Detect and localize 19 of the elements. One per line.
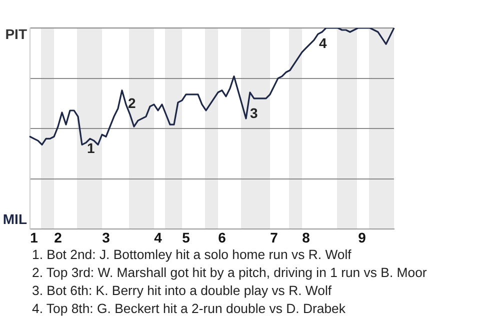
x-tick-label: 1 [30, 229, 38, 246]
text: 1. Bot 2nd: J. Bottomley hit a solo home run vs R. Wolf [32, 246, 352, 264]
x-tick-label: 8 [302, 229, 310, 246]
x-tick-label: 2 [54, 229, 62, 246]
text: PIT [5, 26, 28, 42]
text: 3. Bot 6th: K. Berry hit into a double play vs R. Wolf [32, 282, 333, 300]
annotation: 4 [319, 34, 327, 51]
x-tick-label: 6 [218, 229, 226, 246]
x-tick-label: 5 [182, 229, 190, 246]
x-tick-label: 9 [358, 229, 366, 246]
annotation: 3 [250, 104, 258, 121]
text: MIL [2, 211, 28, 228]
text: 4. Top 8th: G. Beckert hit a 2-run double vs D. Drabek [32, 300, 346, 318]
annotation: 1 [87, 140, 95, 156]
x-tick-label: 7 [270, 229, 278, 246]
x-tick-label: 3 [102, 229, 110, 246]
x-tick-label: 4 [154, 229, 162, 246]
annotation: 2 [128, 94, 136, 111]
text: 2. Top 3rd: W. Marshall got hit by a pitch, driving in 1 run vs B. Moor [32, 264, 427, 282]
